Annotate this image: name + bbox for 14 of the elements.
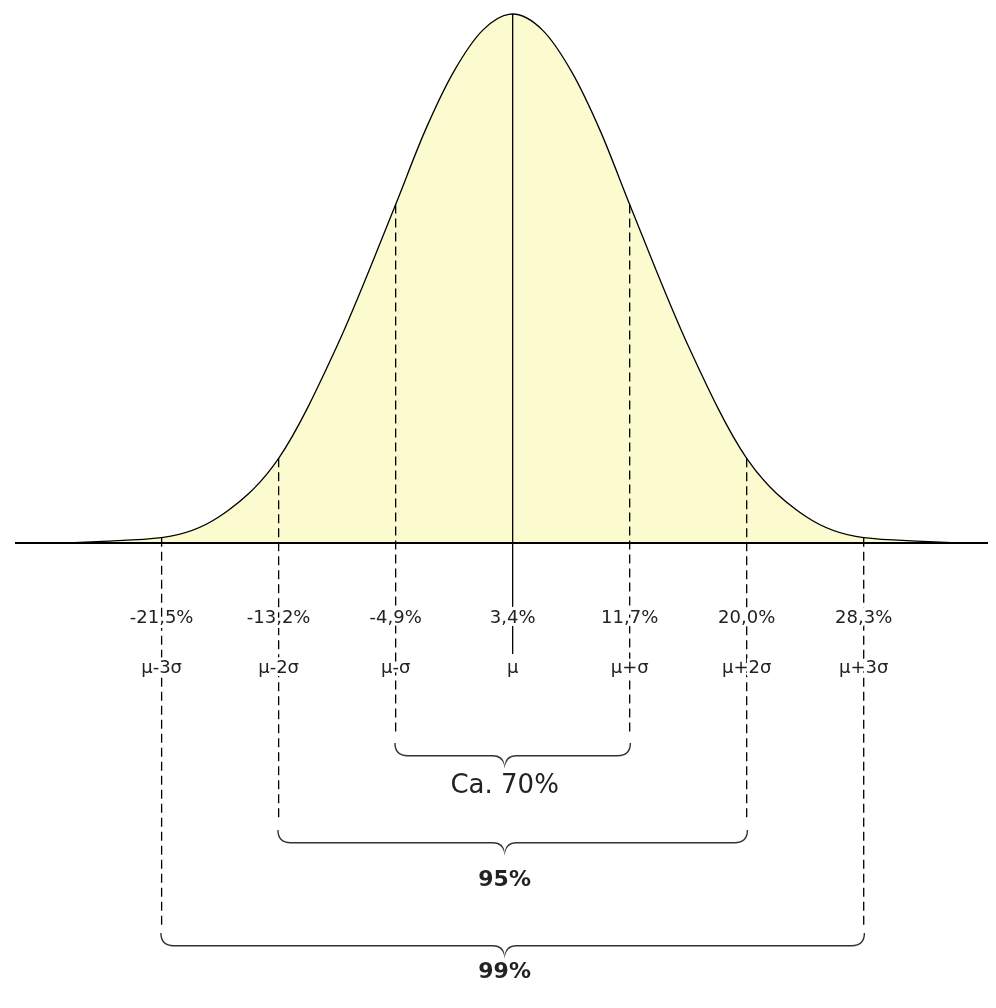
x-tick-label: 28,3% (835, 606, 893, 627)
text: Ca. 70% (450, 769, 559, 799)
ref-line-label: μ-3σ (141, 656, 183, 677)
text: 95% (478, 866, 531, 891)
x-tick-label: 11,7% (601, 606, 659, 627)
ref-line-label: μ-σ (380, 656, 411, 677)
ref-line-label: μ+3σ (839, 656, 889, 677)
ref-line-label: μ+σ (610, 656, 649, 677)
ref-line-label: μ-2σ (258, 656, 300, 677)
ref-line-label: μ (506, 656, 519, 677)
ref-line-label: μ+2σ (721, 656, 772, 677)
text: 99% (478, 958, 531, 983)
x-tick-label: -4,9% (369, 606, 422, 627)
x-tick-label: -21,5% (129, 606, 194, 627)
